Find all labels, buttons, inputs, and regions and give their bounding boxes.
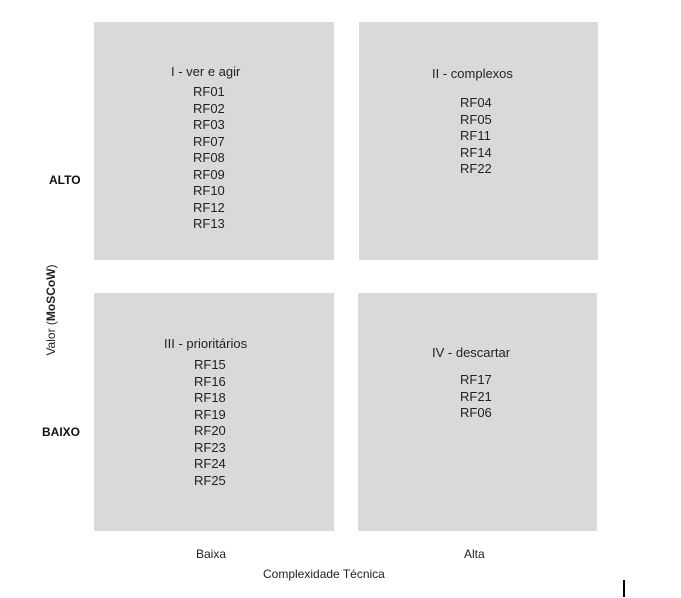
list-item: RF16 (194, 373, 226, 389)
list-item: RF09 (193, 166, 225, 182)
text-cursor (623, 580, 625, 597)
list-item: RF04 (460, 95, 492, 110)
list-item: RF06 (460, 405, 492, 420)
quadrant-4: IV - descartar RF17 RF21 RF06 (358, 293, 597, 531)
list-item: RF23 (194, 439, 226, 455)
quadrant-3-list: RF15 RF16 RF18 RF19 RF20 RF23 RF24 RF25 (194, 357, 226, 489)
quadrant-2: II - complexos RF04 RF05 RF11 RF14 RF22 (359, 22, 598, 260)
list-item: RF21 (460, 388, 492, 404)
list-item: RF13 (193, 216, 225, 231)
list-item: RF25 (194, 472, 226, 488)
list-item: RF11 (460, 128, 491, 143)
list-item: RF22 (460, 161, 492, 176)
list-item: RF03 (193, 117, 225, 132)
list-item: RF15 (194, 357, 226, 372)
quadrant-3: III - prioritários RF15 RF16 RF18 RF19 R… (94, 293, 334, 531)
quadrant-3-title: III - prioritários (164, 336, 248, 351)
y-axis-title-bold: MoSCoW (44, 268, 58, 322)
quadrant-2-list: RF04 RF05 RF11 RF14 RF22 (460, 95, 492, 178)
quadrant-1-list: RF01 RF02 RF03 RF07 RF08 RF09 RF10 RF12 … (193, 84, 225, 233)
list-item: RF08 (193, 150, 225, 165)
quadrant-2-title: II - complexos (432, 66, 513, 81)
y-axis-high-label: ALTO (49, 173, 81, 187)
x-axis-high-label: Alta (464, 547, 485, 561)
list-item: RF24 (194, 456, 226, 471)
list-item: RF05 (460, 111, 492, 127)
y-axis-title-prefix: Valor ( (44, 321, 58, 356)
list-item: RF14 (460, 144, 492, 160)
list-item: RF20 (194, 423, 226, 438)
list-item: RF01 (193, 84, 225, 99)
x-axis-title: Complexidade Técnica (263, 567, 385, 581)
list-item: RF02 (193, 100, 225, 116)
y-axis-title: Valor (MoSCoW) (44, 264, 58, 355)
list-item: RF19 (194, 406, 226, 422)
quadrant-4-title: IV - descartar (432, 345, 511, 360)
y-axis-title-suffix: ) (44, 264, 58, 269)
y-axis-low-label: BAIXO (42, 425, 81, 439)
quadrant-1: I - ver e agir RF01 RF02 RF03 RF07 RF08 … (94, 22, 334, 260)
x-axis-low-label: Baixa (196, 547, 227, 561)
quadrant-1-title: I - ver e agir (171, 64, 241, 79)
list-item: RF17 (460, 372, 492, 387)
list-item: RF10 (193, 183, 225, 198)
list-item: RF12 (193, 199, 225, 215)
quadrant-4-list: RF17 RF21 RF06 (460, 372, 492, 422)
list-item: RF07 (193, 133, 225, 149)
list-item: RF18 (194, 390, 226, 405)
